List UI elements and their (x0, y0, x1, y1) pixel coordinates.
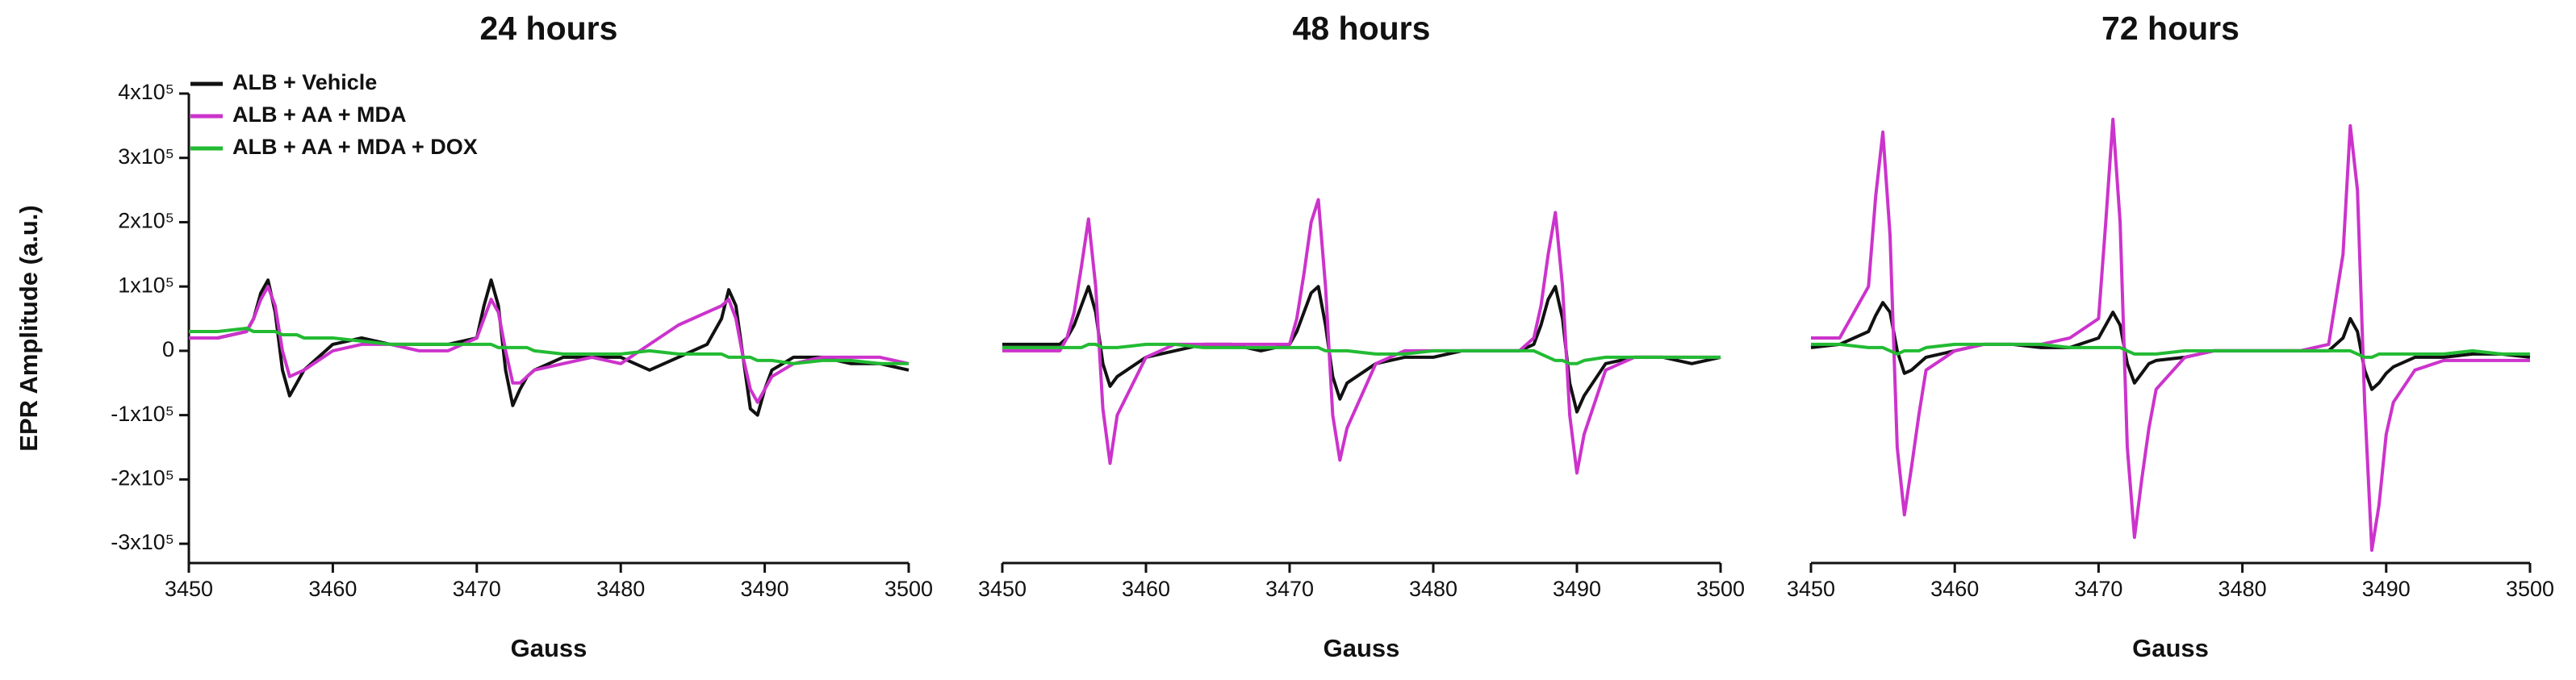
y-tick-label: -3x10⁵ (111, 530, 174, 554)
series-line (189, 327, 909, 365)
panel: 72 hours 3450 3460 3470 3480 3490 3500 Gauss (1787, 10, 2554, 662)
y-tick-label: 2x10⁵ (118, 209, 174, 233)
x-tick-label: 3480 (1409, 577, 1457, 601)
x-axis-label: Gauss (511, 634, 588, 662)
x-tick-label: 3480 (2218, 577, 2267, 601)
x-tick-label: 3470 (2074, 577, 2122, 601)
series-line (1002, 342, 1721, 365)
x-tick-label: 3470 (1265, 577, 1314, 601)
x-axis-label: Gauss (1324, 634, 1400, 662)
chart-title: 24 hours (480, 10, 618, 47)
x-axis-label: Gauss (2132, 634, 2209, 662)
x-tick-label: 3460 (308, 577, 357, 601)
panel: 48 hours 3450 3460 3470 3480 3490 3500 Gauss (978, 10, 1745, 662)
x-tick-label: 3450 (165, 577, 213, 601)
y-tick-label: 0 (162, 337, 174, 361)
x-tick-label: 3480 (596, 577, 645, 601)
x-tick-label: 3450 (978, 577, 1027, 601)
x-tick-label: 3500 (2506, 577, 2554, 601)
series-line (1811, 117, 2530, 553)
panel: 24 hours 3450 3460 3470 3480 3490 3500 Gauss -3x… (15, 10, 933, 662)
legend-label: ALB + AA + MDA (232, 102, 407, 127)
series-line (1811, 342, 2530, 359)
legend-label: ALB + AA + MDA + DOX (232, 135, 478, 159)
series-line (189, 285, 910, 404)
y-tick-label: 1x10⁵ (118, 273, 174, 297)
series-line (1002, 198, 1721, 475)
y-tick-label: 3x10⁵ (118, 144, 174, 169)
y-axis-label: EPR Amplitude (a.u.) (15, 205, 43, 451)
x-tick-label: 3460 (1122, 577, 1170, 601)
x-tick-label: 3450 (1787, 577, 1835, 601)
x-tick-label: 3500 (884, 577, 933, 601)
x-tick-label: 3500 (1696, 577, 1745, 601)
y-tick-label: -1x10⁵ (111, 402, 174, 426)
series-line (189, 278, 910, 417)
x-tick-label: 3460 (1930, 577, 1979, 601)
legend-label: ALB + Vehicle (232, 70, 377, 94)
x-tick-label: 3490 (741, 577, 789, 601)
x-tick-label: 3490 (2362, 577, 2411, 601)
y-tick-label: -2x10⁵ (111, 465, 174, 490)
chart-title: 48 hours (1293, 10, 1431, 47)
x-tick-label: 3490 (1553, 577, 1601, 601)
chart-title: 72 hours (2101, 10, 2239, 47)
series-line (1810, 301, 2531, 391)
y-tick-label: 4x10⁵ (118, 80, 174, 104)
x-tick-label: 3470 (453, 577, 501, 601)
